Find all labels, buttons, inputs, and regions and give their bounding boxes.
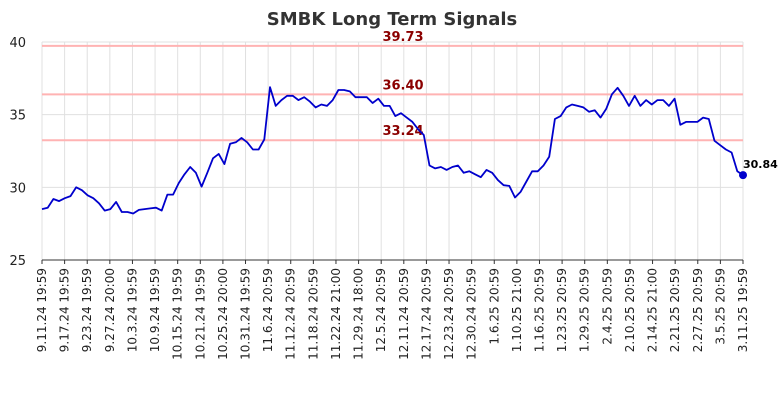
x-tick-label: 9.27.24 20:00	[103, 268, 117, 352]
x-tick-label: 2.14.25 21:00	[646, 268, 660, 352]
signal-label: 33.24	[382, 124, 423, 139]
x-tick-label: 10.31.24 19:59	[239, 268, 253, 360]
x-tick-label: 9.23.24 19:59	[80, 268, 94, 352]
x-tick-label: 1.16.25 20:59	[532, 268, 546, 352]
x-tick-label: 11.22.24 21:00	[329, 268, 343, 360]
x-tick-label: 3.5.25 20:59	[713, 268, 727, 345]
last-value-label: 30.84	[743, 158, 778, 171]
x-tick-label: 12.30.24 20:59	[465, 268, 479, 360]
x-tick-label: 11.6.24 20:59	[261, 268, 275, 352]
y-tick-label: 30	[9, 181, 26, 196]
x-tick-label: 2.27.25 20:59	[691, 268, 705, 352]
x-tick-label: 2.21.25 20:59	[668, 268, 682, 352]
x-tick-label: 10.9.24 19:59	[148, 268, 162, 352]
x-tick-label: 11.29.24 18:00	[352, 268, 366, 360]
x-tick-label: 12.17.24 20:59	[419, 268, 433, 360]
x-tick-label: 1.6.25 20:59	[487, 268, 501, 345]
signal-lines: 39.73 36.40 33.24	[42, 30, 743, 142]
x-tick-label: 12.5.24 20:59	[374, 268, 388, 352]
x-tick-label: 12.11.24 20:59	[397, 268, 411, 360]
x-tick-label: 12.23.24 20:59	[442, 268, 456, 360]
x-tick-label: 10.15.24 19:59	[171, 268, 185, 360]
series: 30.84	[41, 86, 778, 215]
chart-title: SMBK Long Term Signals	[267, 9, 517, 30]
grid	[41, 41, 744, 261]
y-axis-ticks: 25 30 35 40	[9, 36, 26, 269]
x-tick-label: 9.17.24 19:59	[58, 268, 72, 352]
x-tick-label: 11.12.24 20:59	[284, 268, 298, 360]
x-axis-ticks: 9.11.24 19:59 9.17.24 19:59 9.23.24 19:59 9…	[35, 260, 750, 360]
x-tick-label: 10.3.24 19:59	[125, 268, 139, 352]
y-tick-label: 40	[9, 36, 26, 51]
x-tick-label: 1.10.25 21:00	[510, 268, 524, 352]
x-tick-label: 10.21.24 19:59	[193, 268, 207, 360]
x-tick-label: 3.11.25 19:59	[736, 268, 750, 352]
y-tick-label: 25	[9, 254, 26, 269]
last-point-marker	[739, 171, 747, 180]
x-tick-label: 11.18.24 20:59	[306, 268, 320, 360]
x-tick-label: 2.4.25 20:59	[600, 268, 614, 345]
x-tick-label: 10.25.24 20:00	[216, 268, 230, 360]
price-line	[41, 86, 744, 215]
x-tick-label: 9.11.24 19:59	[35, 268, 49, 352]
x-tick-label: 1.29.25 20:59	[578, 268, 592, 352]
signal-label: 36.40	[382, 78, 423, 93]
x-tick-label: 1.23.25 20:59	[555, 268, 569, 352]
signal-label: 39.73	[382, 30, 423, 45]
y-tick-label: 35	[9, 109, 26, 124]
x-tick-label: 2.10.25 20:59	[623, 268, 637, 352]
